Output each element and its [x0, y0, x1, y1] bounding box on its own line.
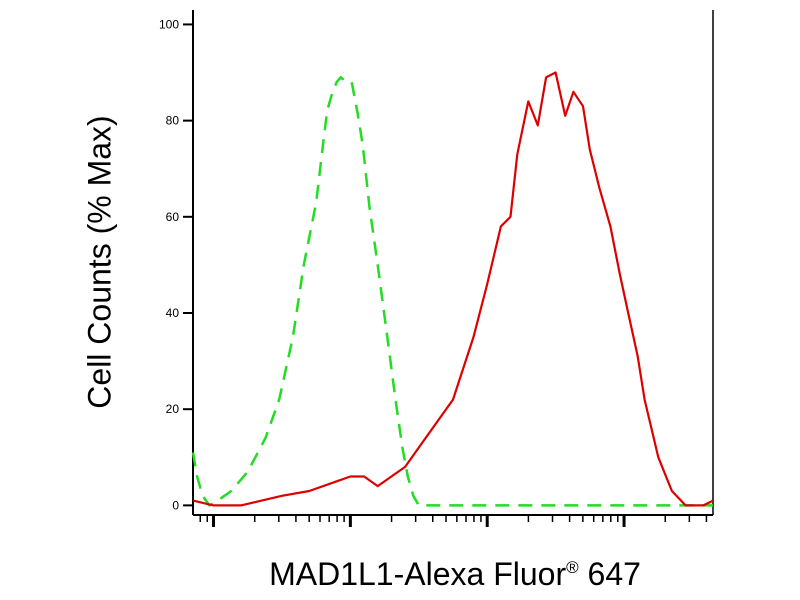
- x-axis-title: MAD1L1-Alexa Fluor® 647: [190, 556, 720, 593]
- y-tick-label: 20: [166, 402, 180, 416]
- chart-series: [191, 71, 714, 507]
- x-axis-title-tail: 647: [578, 556, 641, 592]
- series-line-dashed-green: [191, 76, 713, 507]
- y-tick-label: 40: [166, 306, 180, 320]
- x-axis-title-main: MAD1L1-Alexa Fluor: [269, 556, 567, 592]
- y-tick-label: 100: [159, 17, 179, 31]
- y-tick-label: 0: [172, 498, 179, 512]
- y-tick-label: 60: [166, 210, 180, 224]
- y-axis-title: Cell Counts (% Max): [81, 115, 118, 409]
- chart-ticks: 0 20 40 60 80 100: [159, 17, 708, 527]
- y-tick-label: 80: [166, 114, 180, 128]
- chart-axes: [192, 10, 714, 516]
- series-line-solid-red: [192, 71, 714, 507]
- registered-mark: ®: [566, 558, 579, 577]
